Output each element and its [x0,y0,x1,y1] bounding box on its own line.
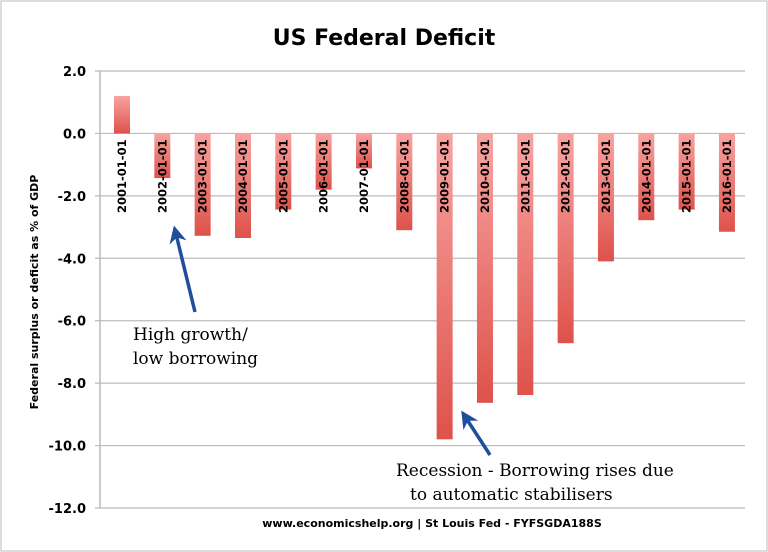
footer-source: www.economicshelp.org | St Louis Fed - F… [262,517,602,530]
bar-2014-01-01 [638,133,655,221]
x-category-label: 2001-01-01 [115,139,129,213]
x-category-label: 2007-01-01 [357,139,371,213]
y-tick-label: -12.0 [49,502,86,517]
bar-2005-01-01 [275,133,292,210]
x-category-label: 2012-01-01 [559,139,573,213]
annotation-2-line-2: to automatic stabilisers [410,485,613,505]
bar-2006-01-01 [315,133,332,190]
annotation-2-line-1: Recession - Borrowing rises due [396,461,674,481]
annotation-arrow-2 [461,410,492,456]
bar-2009-01-01 [436,133,453,440]
bar-2011-01-01 [517,133,534,396]
bar-2002-01-01 [154,133,171,179]
x-category-label: 2010-01-01 [478,139,492,213]
x-category-label: 2011-01-01 [518,139,532,213]
annotation-1-line-2: low borrowing [133,349,258,369]
y-tick-label: -4.0 [58,252,86,267]
bar-2013-01-01 [597,133,614,262]
bar-2008-01-01 [396,133,413,231]
y-tick-label: 2.0 [63,65,86,80]
y-tick-label: -10.0 [49,440,86,455]
y-tick-label: -2.0 [58,190,86,205]
bar-2004-01-01 [234,133,251,238]
x-category-label: 2008-01-01 [397,139,411,213]
bar-2007-01-01 [355,133,372,169]
x-category-label: 2009-01-01 [438,139,452,213]
bar-2016-01-01 [718,133,735,232]
bar-2012-01-01 [557,133,574,344]
x-category-label: 2003-01-01 [196,139,210,213]
x-category-label: 2015-01-01 [680,139,694,213]
x-category-label: 2014-01-01 [639,139,653,213]
y-tick-label: -8.0 [58,377,86,392]
y-tick-label: 0.0 [63,127,86,142]
y-tick-label: -6.0 [58,315,86,330]
x-category-label: 2016-01-01 [720,139,734,213]
bar-2001-01-01 [114,95,130,134]
x-category-label: 2002-01-01 [155,139,169,213]
bar-2015-01-01 [678,133,695,210]
y-axis-label: Federal surplus or deficit as % of GDP [28,175,41,410]
bar-2010-01-01 [476,133,493,403]
bar-2003-01-01 [194,133,211,236]
annotation-1-line-1: High growth/ [133,325,248,345]
x-category-label: 2013-01-01 [599,139,613,213]
x-category-label: 2006-01-01 [317,139,331,213]
x-category-label: 2004-01-01 [236,139,250,213]
x-category-label: 2005-01-01 [276,139,290,213]
annotation-arrow-1 [169,225,197,313]
chart-title: US Federal Deficit [273,26,496,51]
